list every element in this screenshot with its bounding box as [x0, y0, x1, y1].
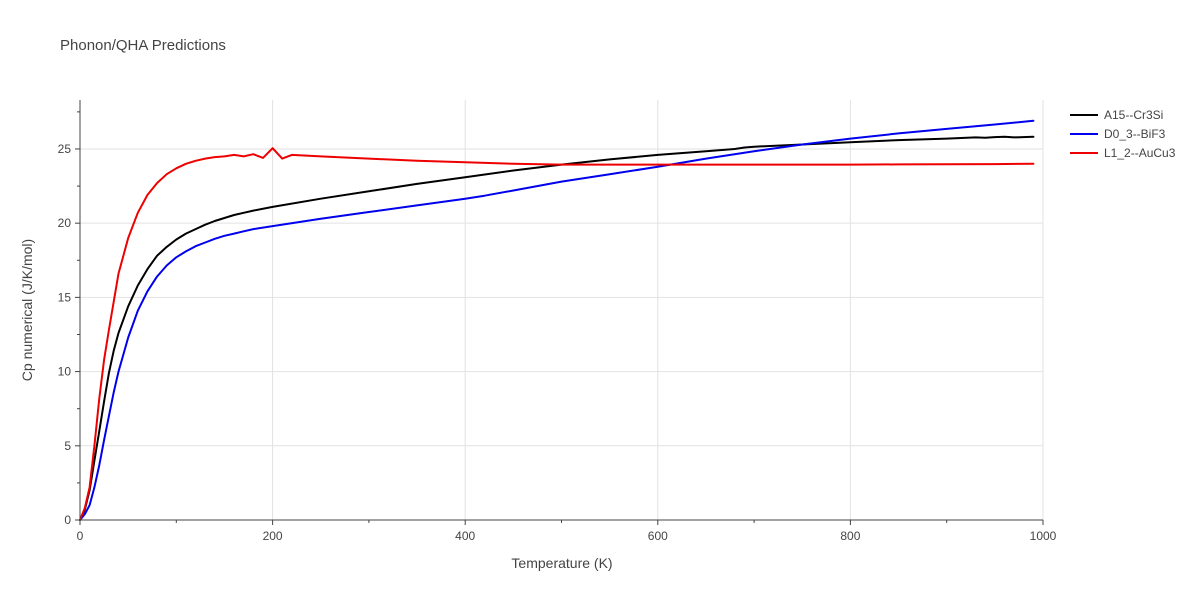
y-tick-label: 15 — [58, 290, 72, 304]
legend-label: D0_3--BiF3 — [1104, 127, 1166, 141]
series-layer — [79, 119, 1035, 521]
y-axis-title: Cp numerical (J/K/mol) — [19, 239, 35, 381]
series-line-L1_2--AuCu3 — [79, 147, 1035, 521]
y-tick-label: 10 — [58, 365, 72, 379]
y-tick-label: 0 — [64, 513, 71, 527]
x-axis-title: Temperature (K) — [511, 555, 612, 571]
y-tick-label: 25 — [58, 142, 72, 156]
x-tick-label: 400 — [455, 529, 475, 543]
grid-layer — [80, 100, 1044, 520]
legend: A15--Cr3Si D0_3--BiF3 L1_2--AuCu3 — [1070, 108, 1176, 160]
chart-title: Phonon/QHA Predictions — [60, 37, 226, 54]
y-tick-label: 20 — [58, 216, 72, 230]
y-tick-label: 5 — [64, 439, 71, 453]
x-tick-label: 600 — [648, 529, 668, 543]
x-tick-label: 0 — [77, 529, 84, 543]
legend-label: L1_2--AuCu3 — [1104, 146, 1176, 160]
legend-label: A15--Cr3Si — [1104, 108, 1163, 122]
x-tick-label: 800 — [840, 529, 860, 543]
series-line-A15--Cr3Si — [79, 135, 1035, 521]
x-tick-label: 1000 — [1030, 529, 1057, 543]
axes-layer: 0 200 400 600 800 1000 0 5 10 15 20 25 — [58, 100, 1057, 543]
x-tick-label: 200 — [263, 529, 283, 543]
series-line-D0_3--BiF3 — [79, 119, 1035, 521]
